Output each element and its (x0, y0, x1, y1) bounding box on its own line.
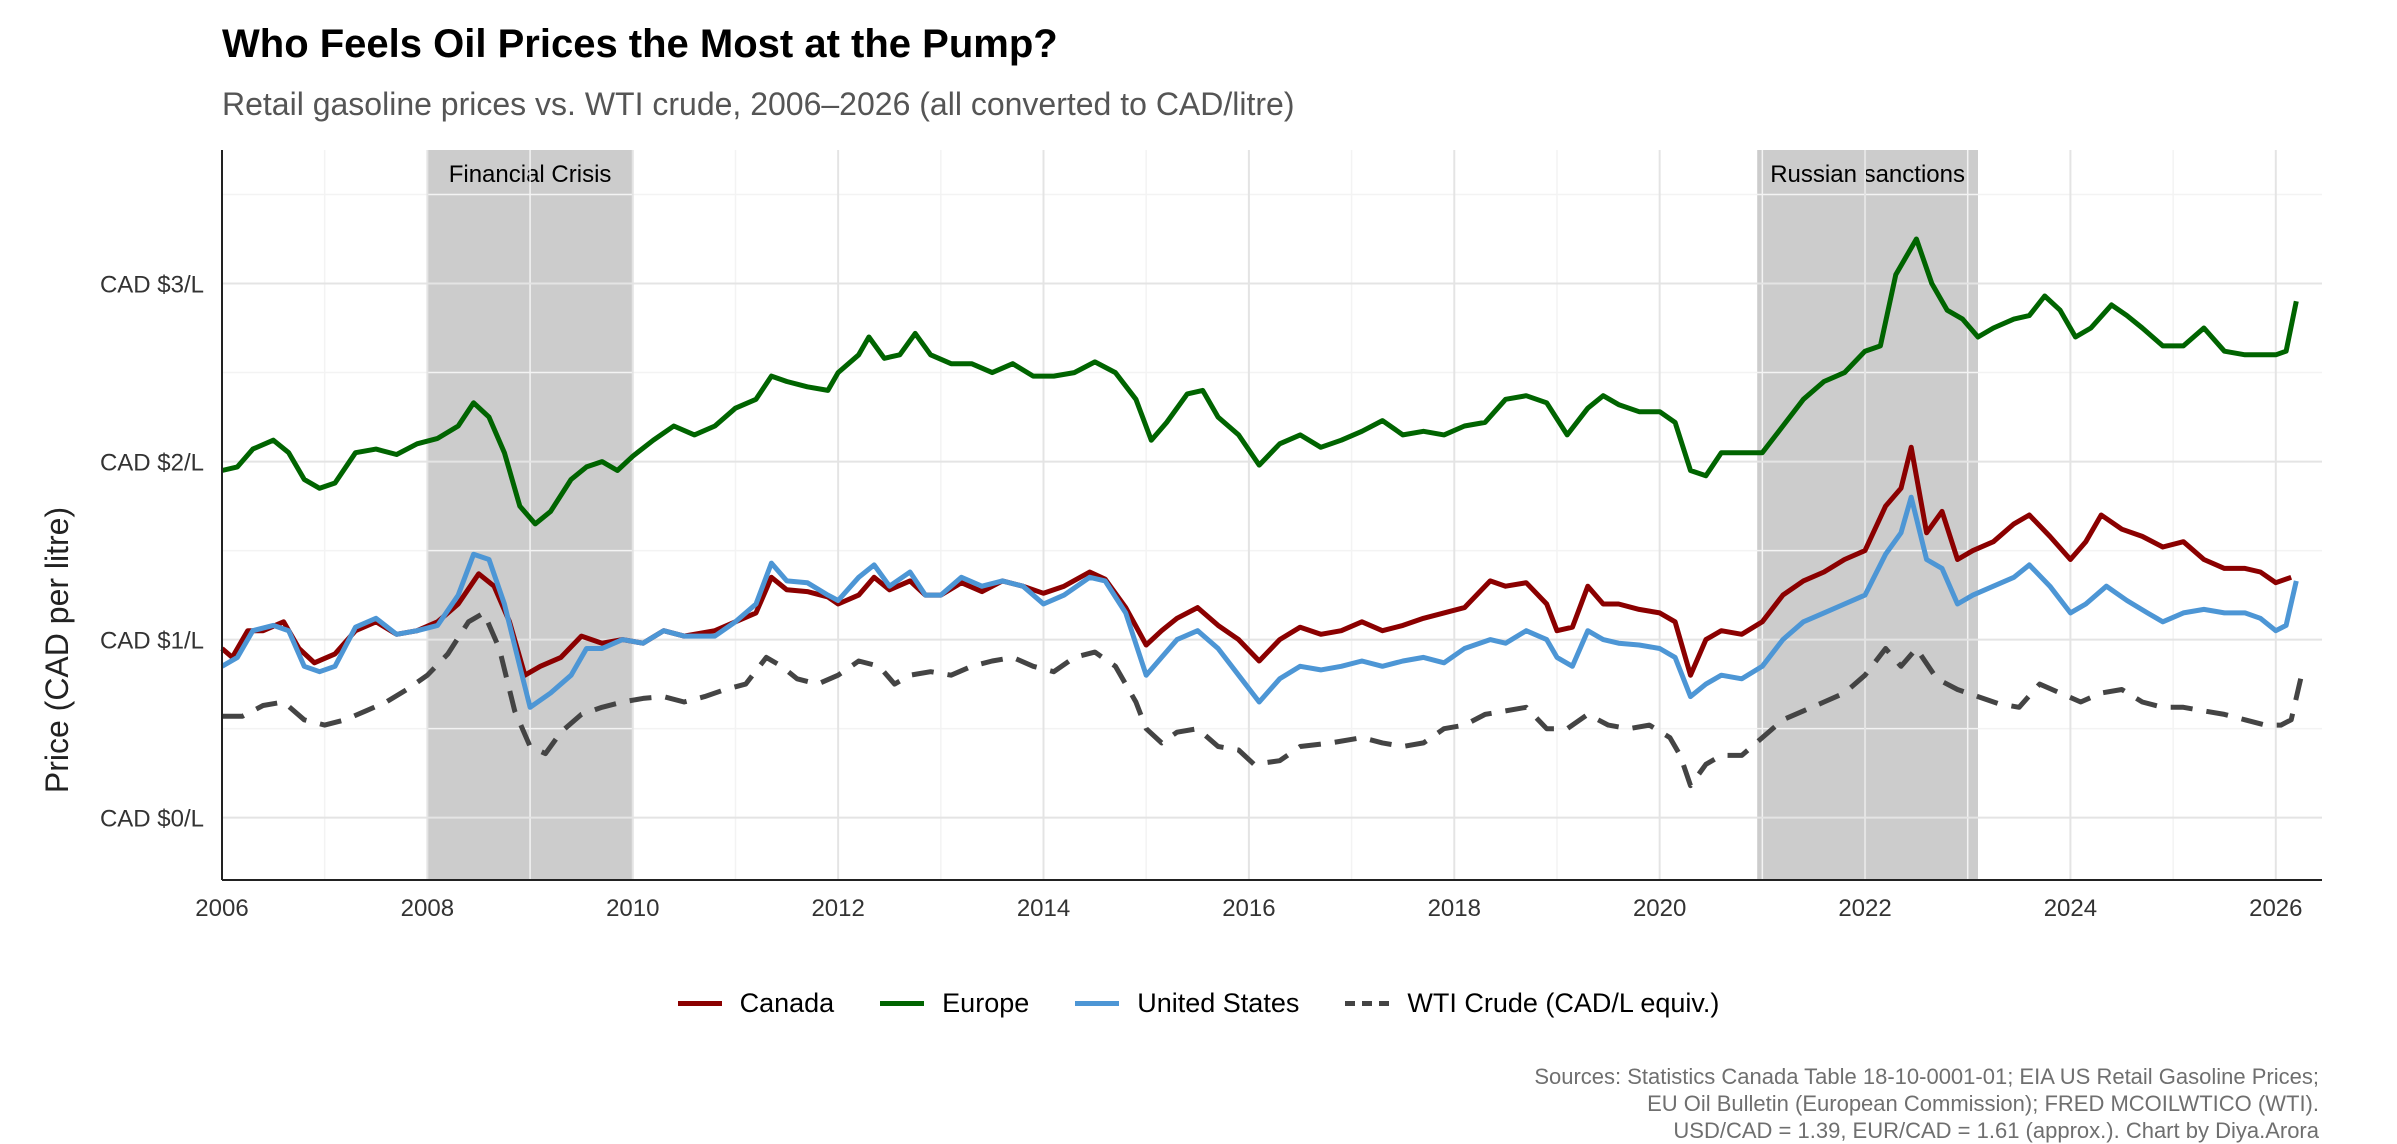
x-tick-label: 2024 (2044, 895, 2097, 922)
legend-swatch (1345, 1001, 1390, 1006)
y-tick-label: CAD $0/L (100, 806, 204, 833)
source-line-3: USD/CAD = 1.39, EUR/CAD = 1.61 (approx.)… (1673, 1118, 2319, 1143)
legend-label: WTI Crude (CAD/L equiv.) (1407, 988, 1720, 1018)
tick-labels: CAD $0/L CAD $1/L CAD $2/L CAD $3/L 2006 2008… (100, 272, 2303, 922)
x-tick-label: 2022 (1838, 895, 1891, 922)
legend-item: Europe (880, 988, 1029, 1019)
x-tick-label: 2020 (1633, 895, 1686, 922)
y-tick-label: CAD $1/L (100, 628, 204, 655)
x-tick-label: 2018 (1428, 895, 1481, 922)
y-axis-title: Price (CAD per litre) (39, 507, 75, 793)
source-line-1: Sources: Statistics Canada Table 18-10-0… (1534, 1064, 2319, 1089)
series-line-wti-crude-cad-l-equiv (222, 610, 2304, 789)
legend-label: Europe (942, 988, 1030, 1018)
legend-item: Canada (677, 988, 835, 1019)
legend-swatch (880, 1001, 925, 1006)
shaded-period-label-1: Russian sanctions (1770, 161, 1965, 188)
series-lines (220, 236, 2304, 789)
legend-swatch (677, 1001, 722, 1006)
legend-label: United States (1137, 988, 1300, 1018)
axes (221, 150, 2322, 881)
series-line-europe (221, 236, 2299, 527)
source-note: Sources: Statistics Canada Table 18-10-0… (1534, 1063, 2319, 1144)
source-line-2: EU Oil Bulletin (European Commission); F… (1647, 1091, 2319, 1116)
y-tick-label: CAD $3/L (100, 272, 204, 299)
x-tick-label: 2008 (401, 895, 454, 922)
series-line-united-states (220, 494, 2299, 710)
shaded-periods: Financial Crisis Russian sanctions (427, 150, 1978, 880)
x-tick-label: 2006 (195, 895, 248, 922)
x-tick-label: 2026 (2249, 895, 2302, 922)
legend-item: WTI Crude (CAD/L equiv.) (1345, 988, 1719, 1019)
legend-swatch (1075, 1001, 1120, 1006)
x-tick-label: 2014 (1017, 895, 1070, 922)
legend: Canada Europe United States WTI Crude (CAD/… (0, 988, 2397, 1019)
y-tick-label: CAD $2/L (100, 450, 204, 477)
x-tick-label: 2016 (1222, 895, 1275, 922)
x-tick-label: 2010 (606, 895, 659, 922)
legend-item: United States (1075, 988, 1299, 1019)
legend-label: Canada (739, 988, 835, 1018)
chart-title: Who Feels Oil Prices the Most at the Pum… (222, 22, 1058, 66)
x-tick-label: 2012 (811, 895, 864, 922)
chart-subtitle: Retail gasoline prices vs. WTI crude, 20… (222, 86, 1295, 122)
series-line-canada (220, 444, 2293, 678)
